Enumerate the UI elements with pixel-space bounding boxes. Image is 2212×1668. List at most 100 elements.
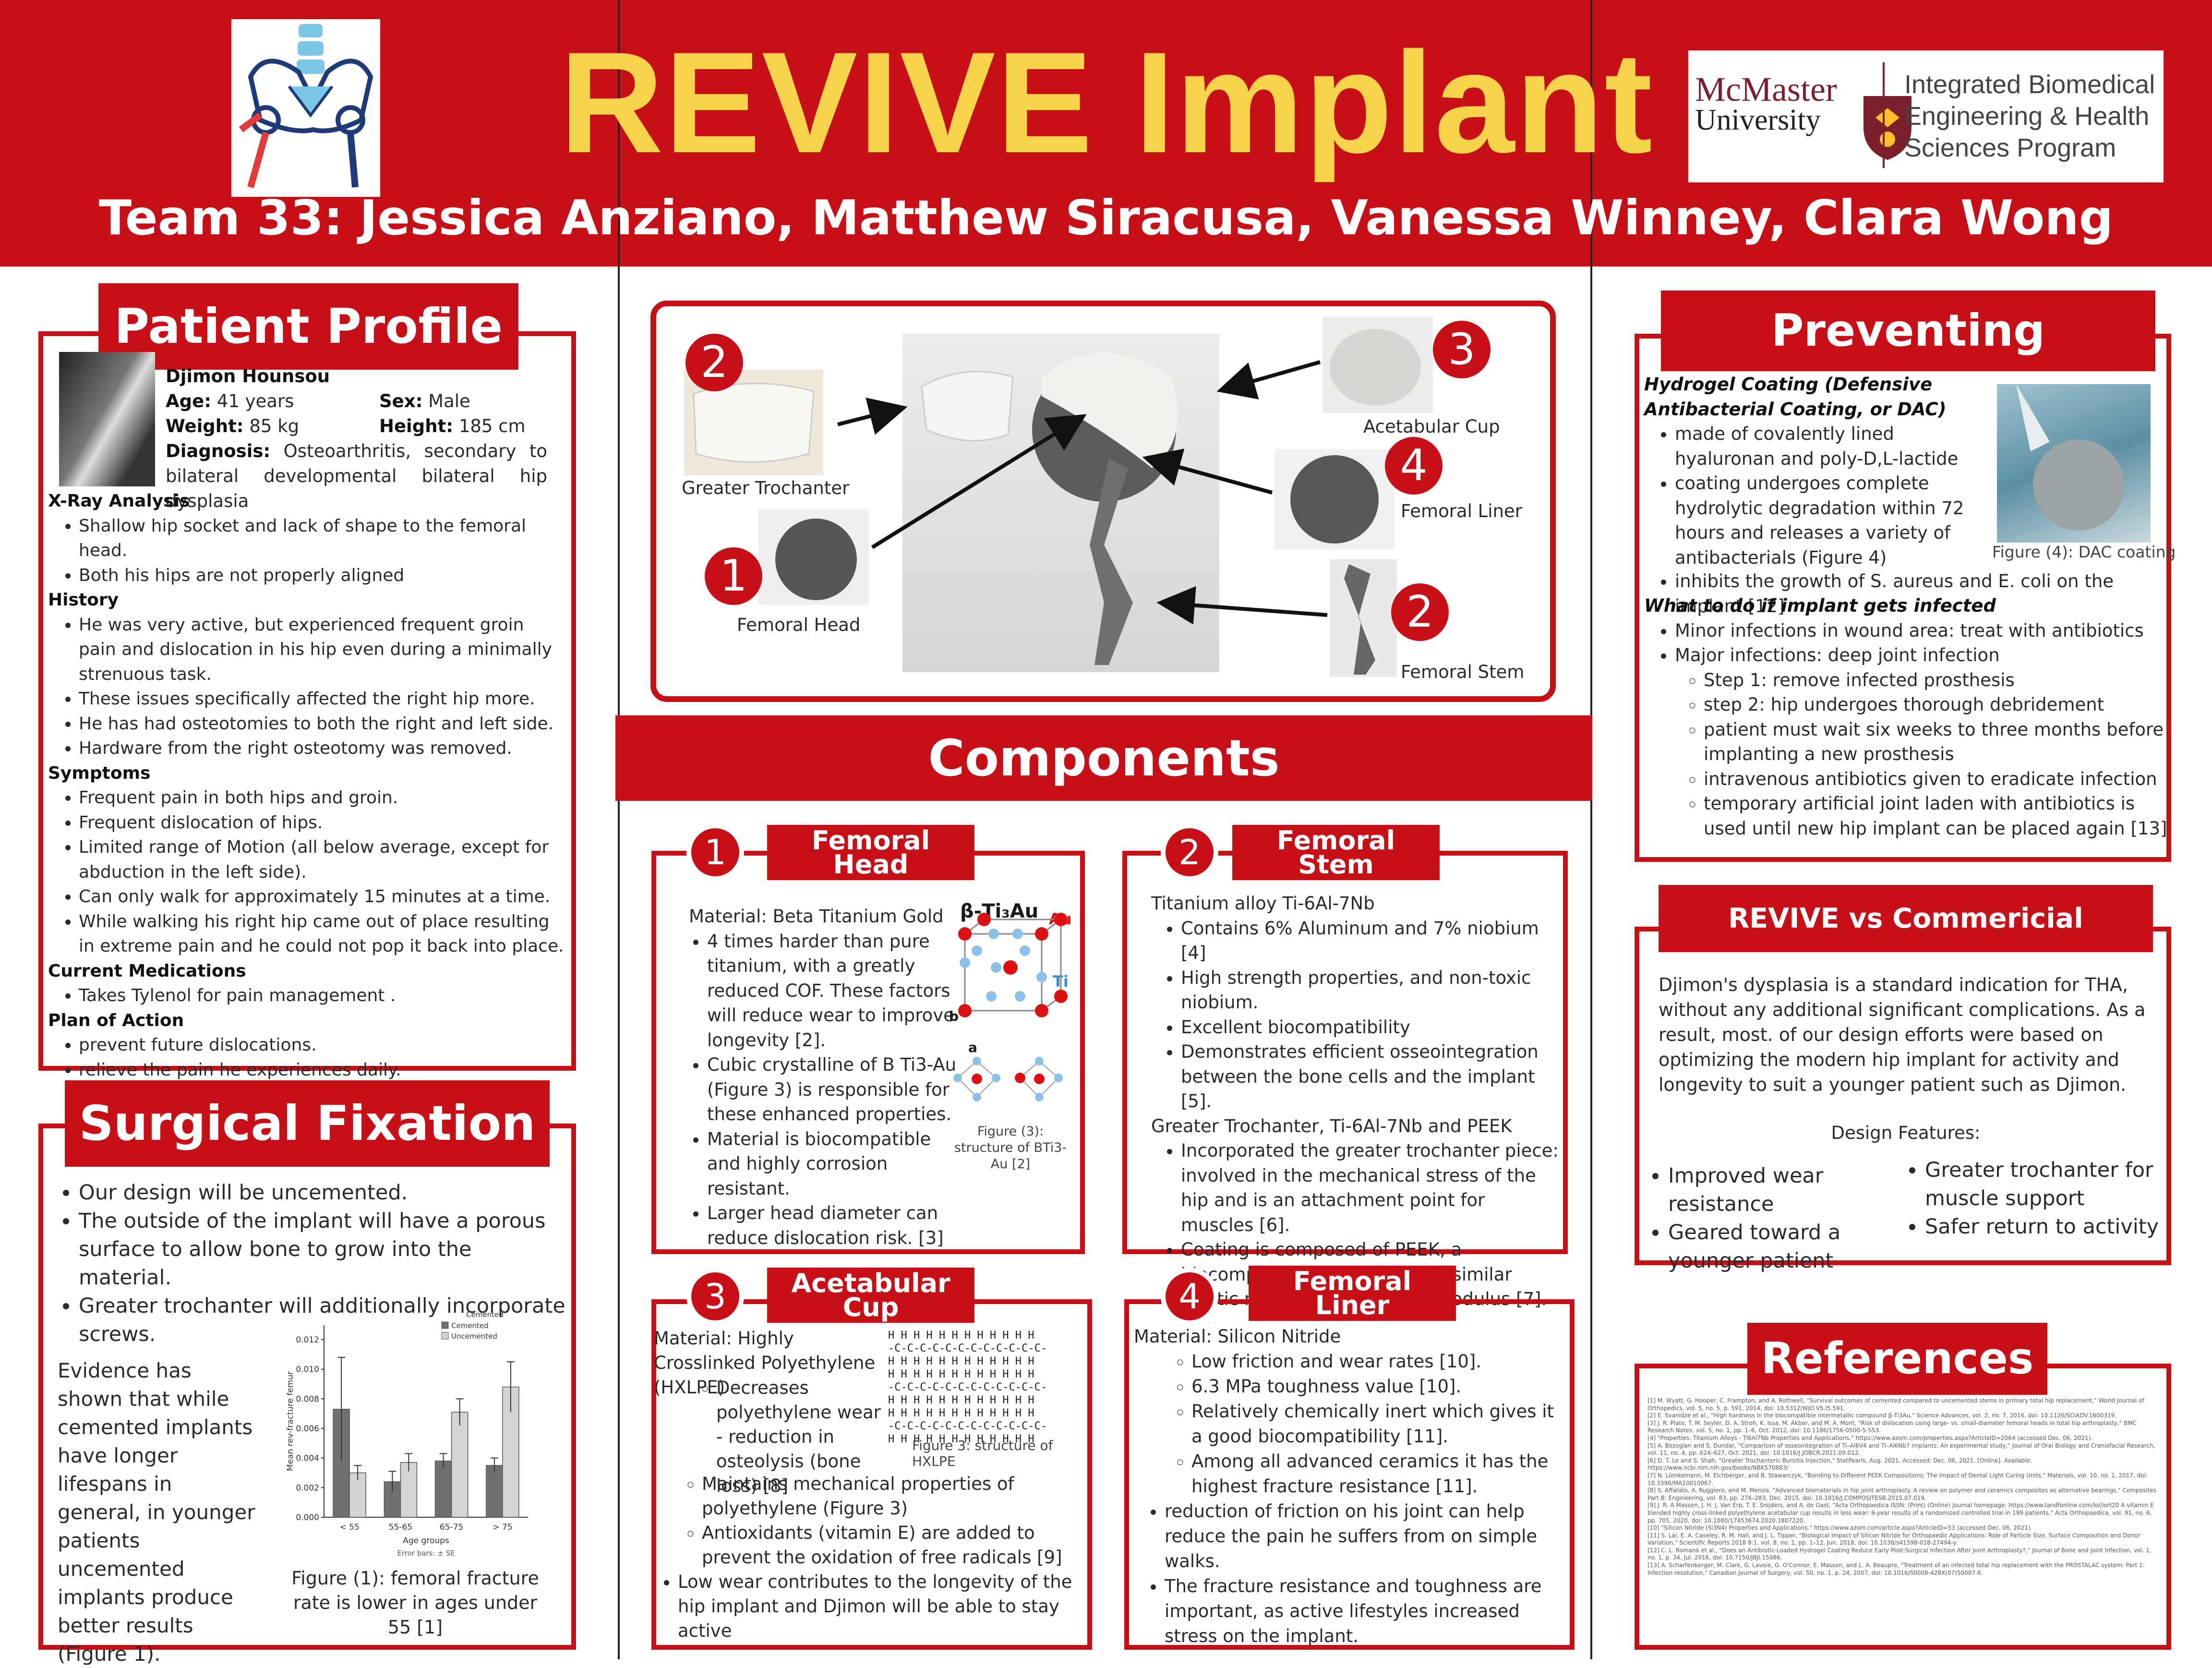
reference-item: [3] J. R. Plate, T. M. Seyler, D. A. Str… xyxy=(1647,1419,2137,1434)
design-features-title: Design Features: xyxy=(1831,1123,1981,1143)
x-tick-label: > 75 xyxy=(493,1523,512,1532)
reference-item: [10] "Silicon Nitride (Si3N4) Properties… xyxy=(1647,1524,2032,1532)
list-item: Step 1: remove infected prosthesis xyxy=(1704,668,2167,693)
chain-row: H H H H H H H H H H H H xyxy=(888,1355,1034,1367)
meds-title: Current Medications xyxy=(48,961,246,981)
list-item: patient must wait six weeks to three mon… xyxy=(1704,717,2167,767)
list-item: Can only walk for approximately 15 minut… xyxy=(79,884,566,909)
reference-item: [1] M. Wyatt, G. Hooper, C. Frampton, an… xyxy=(1647,1397,2144,1412)
femoral-head-number: 1 xyxy=(686,823,744,881)
y-tick-label: 0.008 xyxy=(296,1394,319,1404)
list-item: made of covalently lined hyaluronan and … xyxy=(1675,422,1990,471)
patient-details: Djimon Hounsou Age: 41 years Sex: Male W… xyxy=(166,364,547,439)
fixation-evidence: Evidence has shown that while cemented i… xyxy=(58,1359,255,1666)
list-item: Low friction and wear rates [10]. xyxy=(1191,1349,1566,1374)
title-line1: Femoral xyxy=(1293,1266,1412,1296)
list-item: Excellent biocompatibility xyxy=(1181,1015,1559,1040)
program-line3: Sciences Program xyxy=(1904,133,2116,162)
reference-item: [6] D. T. Le and S. Shah, "Greater Troch… xyxy=(1647,1457,2032,1472)
list-item: relieve the pain he experiences daily. xyxy=(79,1058,566,1083)
label-femoral-stem: Femoral Stem xyxy=(1401,662,1525,682)
reference-item: [13] A. Scharfenberger, M. Clark, G. Lav… xyxy=(1647,1562,2145,1576)
height-value: 185 cm xyxy=(458,416,526,436)
femoral-liner-photo xyxy=(1274,449,1395,550)
y-tick-label: 0.000 xyxy=(296,1513,319,1523)
list-item: While walking his right hip came out of … xyxy=(79,909,566,959)
x-tick-label: < 55 xyxy=(339,1523,359,1532)
legend-label: Cemented xyxy=(451,1321,489,1330)
list-item: Takes Tylenol for pain management . xyxy=(79,983,566,1008)
list-item: Larger head diameter can reduce dislocat… xyxy=(707,1201,958,1250)
fig-b-label: b xyxy=(949,1008,959,1024)
weight-value: 85 kg xyxy=(249,416,300,436)
comparison-body: Djimon's dysplasia is a standard indicat… xyxy=(1659,974,2146,1095)
bti3au-structure-figure: β-Ti₃Au Au Ti b a Figure (3): structure … xyxy=(948,900,1073,1172)
figure-1-caption: Figure (1): femoral fracture rate is low… xyxy=(291,1568,539,1638)
diagram-arrows xyxy=(837,360,1328,625)
program-line1: Integrated Biomedical xyxy=(1904,70,2155,99)
femoral-stem-title: Femoral Stem xyxy=(1232,825,1440,880)
symptoms-list: Frequent pain in both hips and groin. Fr… xyxy=(48,786,566,959)
list-item: Shallow hip socket and lack of shape to … xyxy=(79,514,566,563)
list-item: Among all advanced ceramics it has the h… xyxy=(1191,1449,1566,1499)
list-item: temporary artificial joint laden with an… xyxy=(1704,791,2167,841)
chain-row: H H H H H H H H H H H H xyxy=(888,1368,1034,1380)
femoral-stem-text: Titanium alloy Ti-6Al-7Nb Contains 6% Al… xyxy=(1151,891,1559,1312)
list-item: High strength properties, and non-toxic … xyxy=(1181,966,1559,1015)
references-list: [1] M. Wyatt, G. Hooper, C. Frampton, an… xyxy=(1647,1397,2159,1577)
femoral-stem-photo xyxy=(1330,559,1397,677)
team-members: Team 33: Jessica Anziano, Matthew Siracu… xyxy=(98,190,2114,246)
list-item: The fracture resistance and toughness ar… xyxy=(1165,1574,1566,1649)
y-tick-label: 0.012 xyxy=(296,1335,319,1345)
label-number-acetabular-cup: 3 xyxy=(1433,321,1491,378)
list-item: Cubic crystalline of B Ti3-Au (Figure 3)… xyxy=(707,1052,958,1127)
reference-item: [12] C. L. Romanò et al., "Does an Antib… xyxy=(1647,1547,2152,1561)
infected-section: What to do if implant gets infected Mino… xyxy=(1644,593,2167,841)
bar-uncemented-0 xyxy=(349,1472,366,1518)
y-tick-label: 0.006 xyxy=(296,1424,319,1434)
reference-item: [5] A. Bozoglan and S. Dundar, "Comparis… xyxy=(1647,1442,2155,1457)
list-item: Relatively chemically inert which gives … xyxy=(1191,1399,1566,1449)
features-right: Greater trochanter for muscle support Sa… xyxy=(1901,1156,2160,1241)
height-label: Height: xyxy=(379,416,454,436)
dac-coating-photo xyxy=(1997,384,2151,543)
chain-row: -C-C-C-C-C-C-C-C-C-C-C-C- xyxy=(888,1420,1047,1432)
university-name-line2: University xyxy=(1695,104,1821,136)
y-axis-label: Mean rev-fracture femur xyxy=(286,1371,295,1471)
list-item: Material is biocompatible and highly cor… xyxy=(707,1127,958,1201)
patient-sections: X-Ray Analysis Shallow hip socket and la… xyxy=(48,489,566,1107)
title-line2: Head xyxy=(833,849,909,880)
program-name: Integrated Biomedical Engineering & Heal… xyxy=(1904,69,2155,164)
label-number-femoral-stem: 2 xyxy=(1391,583,1449,641)
comparison-heading: REVIVE vs Commericial Implants xyxy=(1659,885,2153,1002)
title-line1: Femoral xyxy=(1276,825,1395,856)
list-item: Frequent pain in both hips and groin. xyxy=(79,786,566,810)
label-femoral-liner: Femoral Liner xyxy=(1401,501,1522,521)
material: Titanium alloy Ti-6Al-7Nb xyxy=(1151,893,1375,914)
cup-rest: Maintains mechanical properties of polye… xyxy=(654,1472,1086,1643)
femoral-head-photo xyxy=(758,509,869,605)
label-number-femoral-liner: 4 xyxy=(1385,437,1443,495)
age-value: 41 years xyxy=(216,391,294,411)
infected-title: What to do if implant gets infected xyxy=(1644,595,1996,616)
poster-title: REVIVE Implant xyxy=(559,22,1654,183)
list-item: He was very active, but experienced freq… xyxy=(79,613,566,687)
reference-item: [11] S. Lal, E. A. Caseley, R. M. Hall, … xyxy=(1647,1532,2140,1547)
history-title: History xyxy=(48,590,119,610)
list-item: step 2: hip undergoes thorough debrideme… xyxy=(1704,692,2167,717)
acetabular-cup-number: 3 xyxy=(686,1268,744,1325)
list-item: Geared toward a younger patient xyxy=(1668,1219,1913,1275)
list-item: Maintains mechanical properties of polye… xyxy=(702,1472,1086,1521)
implant-diagram-frame xyxy=(650,301,1556,702)
coating-list-2: inhibits the growth of S. aureus and E. … xyxy=(1644,569,2167,618)
title-line2: Liner xyxy=(1315,1290,1390,1320)
list-item: He has had osteotomies to both the right… xyxy=(79,712,566,737)
list-item: Contains 6% Aluminum and 7% niobium [4] xyxy=(1181,916,1559,966)
legend-swatch xyxy=(441,1332,449,1340)
femoral-liner-number: 4 xyxy=(1161,1268,1218,1325)
university-name-line1: McMaster xyxy=(1695,70,1837,109)
label-number-femoral-head: 1 xyxy=(705,547,762,605)
label-acetabular-cup: Acetabular Cup xyxy=(1363,416,1500,437)
hip-logo xyxy=(231,19,380,197)
meds-list: Takes Tylenol for pain management . xyxy=(48,983,566,1008)
